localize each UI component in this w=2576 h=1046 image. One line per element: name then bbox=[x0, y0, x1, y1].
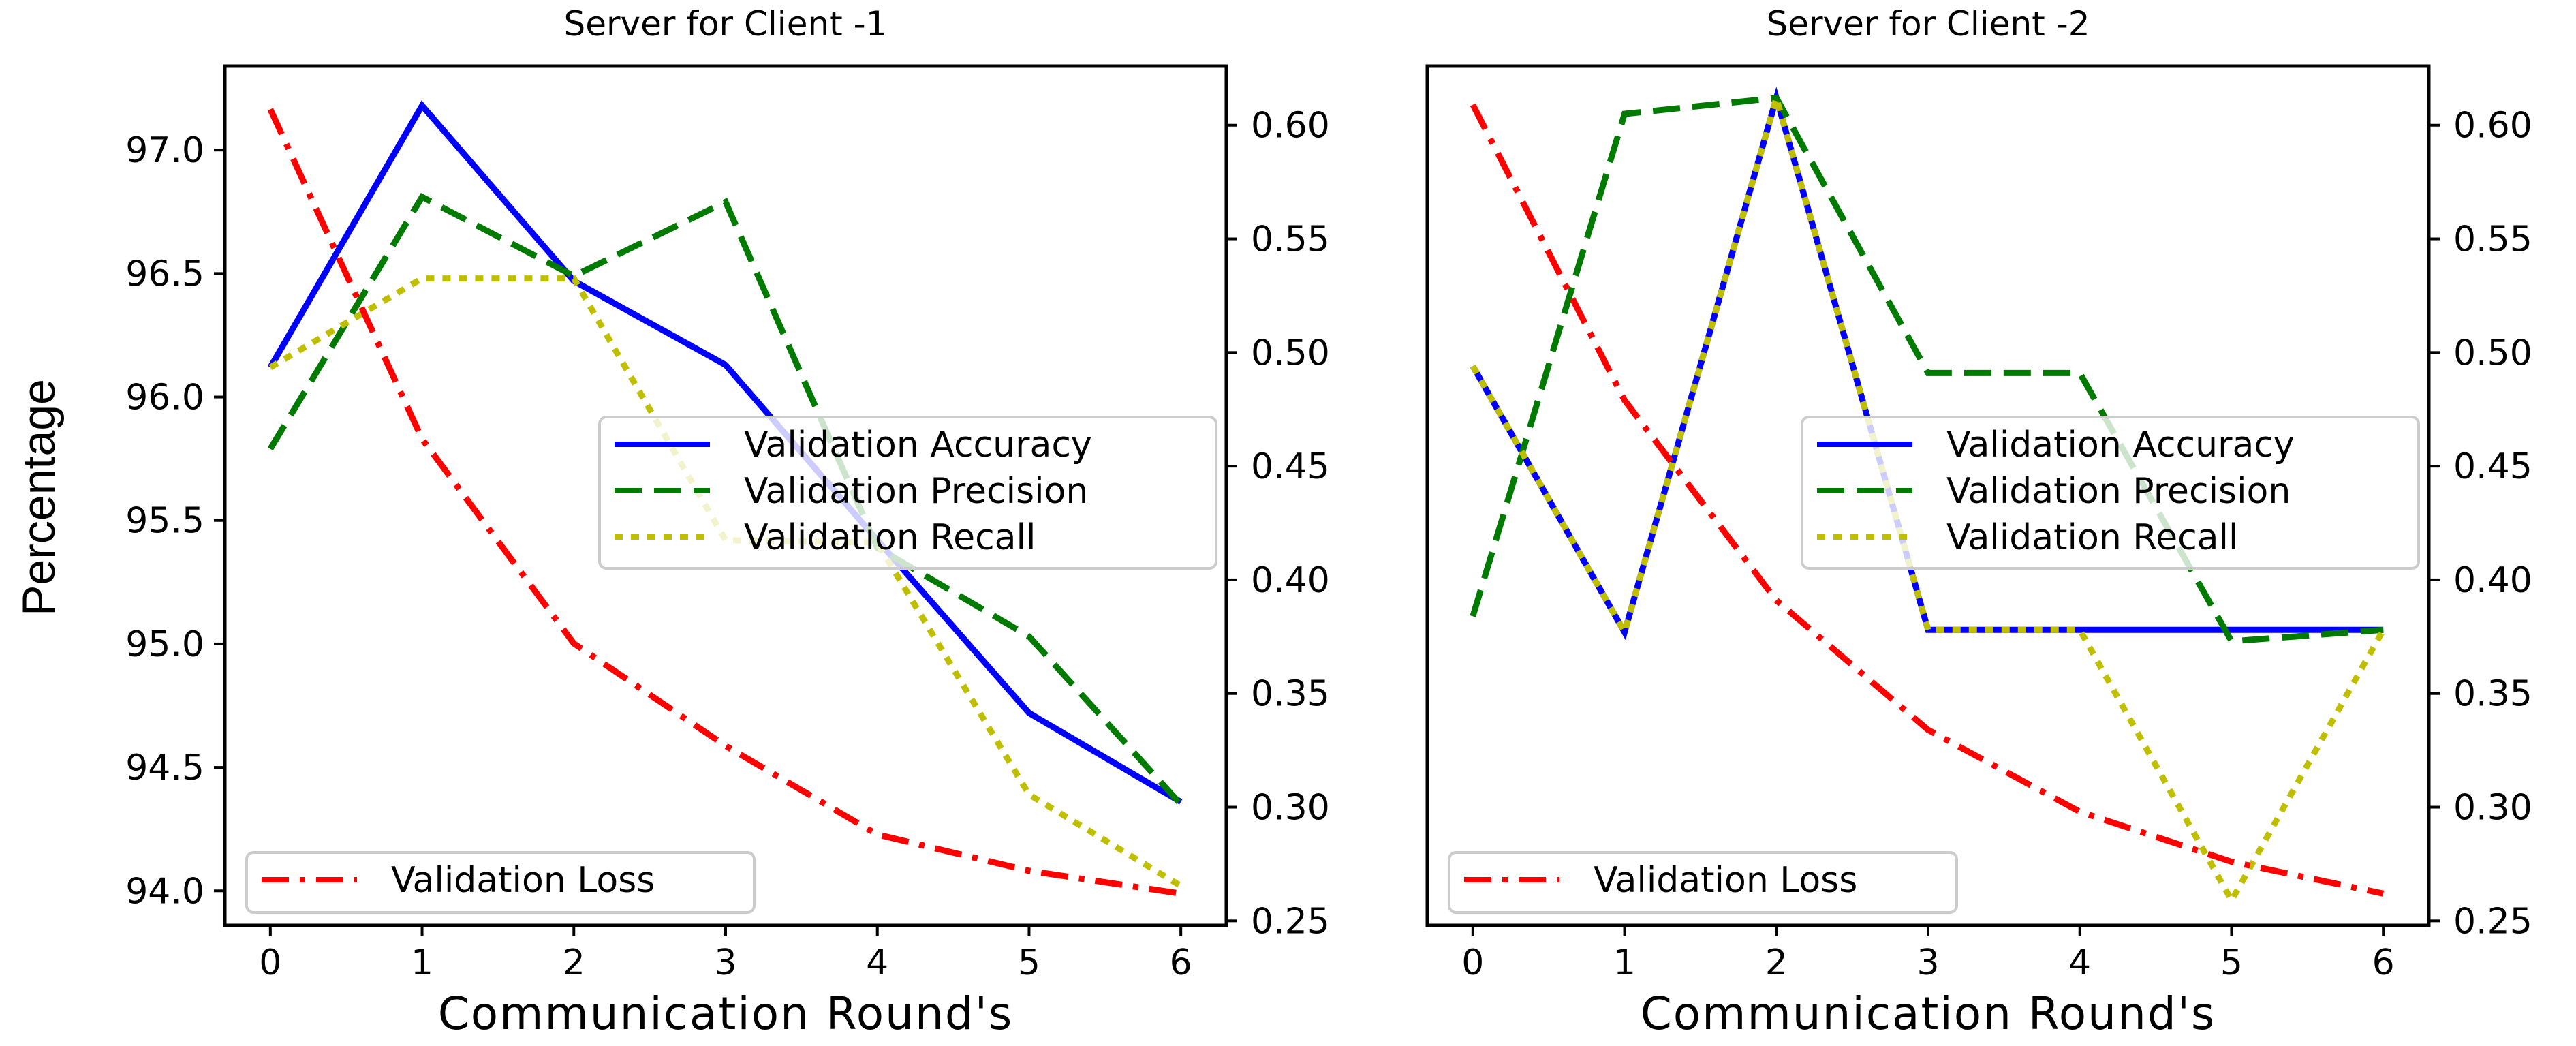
legend-metrics: Validation Accuracy Validation Precision V… bbox=[1801, 416, 2420, 570]
legend-label: Validation Precision bbox=[1946, 471, 2291, 512]
legend-label: Validation Loss bbox=[391, 860, 655, 901]
y2-tick-label: 0.50 bbox=[2453, 333, 2532, 373]
legend-frame bbox=[1448, 851, 1958, 914]
x-tick-label: 6 bbox=[2372, 942, 2395, 983]
series-line-validation-precision bbox=[1470, 94, 2384, 645]
legend-metrics: Validation Accuracy Validation Precision V… bbox=[598, 416, 1217, 570]
legend-loss: Validation Loss bbox=[1448, 851, 1958, 914]
series-line-validation-loss bbox=[267, 108, 1181, 897]
y2-tick-label: 0.50 bbox=[1251, 333, 1330, 373]
x-tick-label: 3 bbox=[1917, 942, 1939, 983]
chart-client-1: Server for Client -1 0 1 2 3 4 5 6 Communication… bbox=[125, 4, 1330, 1040]
series-line-validation-loss bbox=[1470, 103, 2385, 897]
y2-tick-label: 0.60 bbox=[2453, 106, 2532, 147]
x-tick-label: 2 bbox=[563, 942, 585, 983]
y-tick-label: 95.0 bbox=[125, 624, 204, 665]
legend-label: Validation Recall bbox=[744, 517, 1036, 558]
chart-client-2: Server for Client -2 0 1 2 3 4 5 6 Communication… bbox=[1425, 4, 2532, 1040]
x-tick-label: 4 bbox=[2068, 942, 2091, 983]
legend-frame bbox=[245, 851, 756, 914]
y2-tick-label: 0.55 bbox=[1251, 219, 1330, 260]
series-line-validation-accuracy bbox=[267, 100, 1183, 805]
y-tick-label: 94.0 bbox=[125, 871, 204, 912]
y-tick-label: 97.0 bbox=[125, 130, 204, 171]
y2-tick-label: 0.30 bbox=[2453, 788, 2532, 829]
legend-label: Validation Recall bbox=[1946, 517, 2238, 558]
y2-tick-label: 0.60 bbox=[1251, 106, 1330, 147]
y2-tick-label: 0.45 bbox=[1251, 446, 1330, 487]
x-tick-label: 1 bbox=[411, 942, 433, 983]
x-tick-label: 0 bbox=[259, 942, 281, 983]
x-axis-label: Communication Round's bbox=[438, 987, 1014, 1040]
plot-frame bbox=[223, 64, 1228, 927]
series-line-validation-precision bbox=[267, 193, 1183, 807]
x-tick-label: 4 bbox=[866, 942, 888, 983]
y2-tick-label: 0.35 bbox=[2453, 674, 2532, 715]
y2-tick-label: 0.45 bbox=[2453, 446, 2532, 487]
y-axis-label: Percentage bbox=[13, 379, 65, 616]
plot-frame bbox=[1425, 64, 2431, 927]
legend-label: Validation Loss bbox=[1594, 860, 1857, 901]
y-tick-label: 94.5 bbox=[125, 748, 204, 788]
x-axis-label: Communication Round's bbox=[1641, 987, 2216, 1040]
y-tick-label: 96.5 bbox=[125, 253, 204, 294]
x-tick-label: 0 bbox=[1461, 942, 1484, 983]
series-line-validation-accuracy bbox=[1470, 87, 2384, 641]
x-tick-label: 5 bbox=[1018, 942, 1040, 983]
x-tick-label: 3 bbox=[714, 942, 736, 983]
y2-tick-label: 0.55 bbox=[2453, 219, 2532, 260]
legend-label: Validation Accuracy bbox=[1946, 425, 2295, 465]
x-tick-label: 5 bbox=[2220, 942, 2243, 983]
legend-loss: Validation Loss bbox=[245, 851, 756, 914]
chart-title: Server for Client -1 bbox=[564, 4, 888, 44]
legend-label: Validation Accuracy bbox=[744, 425, 1092, 465]
y2-tick-label: 0.25 bbox=[2453, 901, 2532, 942]
x-tick-label: 1 bbox=[1613, 942, 1636, 983]
x-tick-label: 6 bbox=[1170, 942, 1192, 983]
legend-frame bbox=[1801, 416, 2420, 570]
legend-frame bbox=[598, 416, 1217, 570]
y-tick-label: 95.5 bbox=[125, 501, 204, 542]
y2-tick-label: 0.35 bbox=[1251, 674, 1330, 715]
y2-tick-label: 0.30 bbox=[1251, 788, 1330, 829]
y2-tick-label: 0.40 bbox=[2453, 560, 2532, 601]
y2-tick-label: 0.25 bbox=[1251, 901, 1330, 942]
x-tick-label: 2 bbox=[1765, 942, 1788, 983]
legend-label: Validation Precision bbox=[744, 471, 1088, 512]
chart-title: Server for Client -2 bbox=[1767, 4, 2090, 44]
y-tick-label: 96.0 bbox=[125, 378, 204, 418]
y2-tick-label: 0.40 bbox=[1251, 560, 1330, 601]
